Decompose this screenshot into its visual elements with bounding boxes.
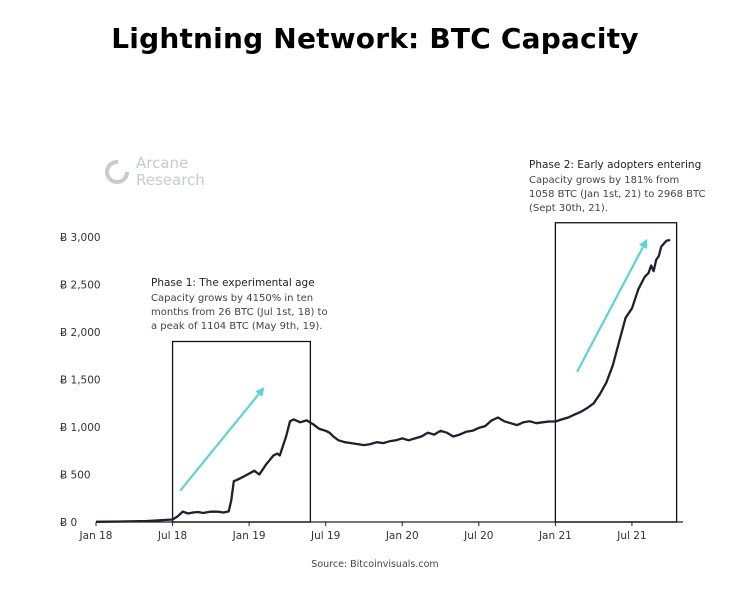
- phase-1-trend-arrow: [179, 387, 265, 492]
- x-tick-label: Jul 18: [157, 530, 187, 542]
- y-tick-label: Ƀ 2,000: [60, 327, 101, 339]
- phase-boxes: [171, 222, 678, 523]
- x-tick-label: Jan 21: [538, 530, 572, 542]
- annotation-2-title: Phase 2: Early adopters entering: [529, 159, 701, 171]
- source-note: Source: Bitcoinvisuals.com: [311, 559, 438, 570]
- series-line-btc-capacity: [95, 238, 671, 523]
- x-tick-label: Jul 20: [463, 530, 493, 542]
- arrow-shaft: [576, 246, 645, 373]
- y-tick-label: Ƀ 0: [60, 517, 77, 529]
- annotation-1-line2: months from 26 BTC (Jul 1st, 18) to: [151, 307, 328, 318]
- phase-1-box: [171, 340, 312, 523]
- phase-2-trend-arrow: [576, 238, 648, 373]
- y-tick-label: Ƀ 1,000: [60, 422, 101, 434]
- x-tick-label: Jan 19: [232, 530, 266, 542]
- arrow-head: [255, 387, 265, 397]
- annotation-phase-1: Phase 1: The experimental age Capacity g…: [151, 277, 328, 332]
- x-axis: Jan 18 Jul 18 Jan 19 Jul 19 Jan 20 Jul 20 Jan …: [79, 521, 683, 542]
- x-tick-label: Jan 18: [79, 530, 113, 542]
- phase-2-box: [554, 222, 678, 523]
- x-tick-label: Jul 19: [310, 530, 340, 542]
- logo-line2: Research: [136, 171, 205, 189]
- trend-arrows: [179, 238, 648, 492]
- arrow-head: [639, 238, 648, 249]
- annotation-1-line1: Capacity grows by 4150% in ten: [151, 293, 313, 304]
- x-tick-label: Jan 20: [385, 530, 419, 542]
- annotation-1-line3: a peak of 1104 BTC (May 9th, 19).: [151, 321, 322, 332]
- y-tick-label: Ƀ 1,500: [60, 375, 101, 387]
- y-tick-label: Ƀ 500: [60, 470, 91, 482]
- arrow-shaft: [179, 393, 260, 492]
- arcane-research-logo: Arcane Research: [105, 154, 205, 189]
- y-tick-label: Ƀ 2,500: [60, 280, 101, 292]
- y-tick-label: Ƀ 3,000: [60, 232, 101, 244]
- page-title: Lightning Network: BTC Capacity: [111, 22, 639, 55]
- y-axis: Ƀ 0 Ƀ 500 Ƀ 1,000 Ƀ 1,500 Ƀ 2,000 Ƀ 2,500 Ƀ 3,…: [60, 232, 101, 529]
- logo-icon: [105, 160, 129, 184]
- annotation-2-line2: 1058 BTC (Jan 1st, 21) to 2968 BTC: [529, 189, 706, 200]
- annotation-phase-2: Phase 2: Early adopters entering Capacit…: [529, 159, 706, 214]
- annotation-1-title: Phase 1: The experimental age: [151, 277, 315, 289]
- x-tick-label: Jul 21: [616, 530, 646, 542]
- axes: Ƀ 0 Ƀ 500 Ƀ 1,000 Ƀ 1,500 Ƀ 2,000 Ƀ 2,500 Ƀ 3,…: [60, 232, 683, 542]
- series-group: [95, 238, 671, 523]
- annotation-2-line3: (Sept 30th, 21).: [529, 203, 608, 214]
- annotation-2-line1: Capacity grows by 181% from: [529, 175, 679, 186]
- logo-line1: Arcane: [136, 154, 188, 172]
